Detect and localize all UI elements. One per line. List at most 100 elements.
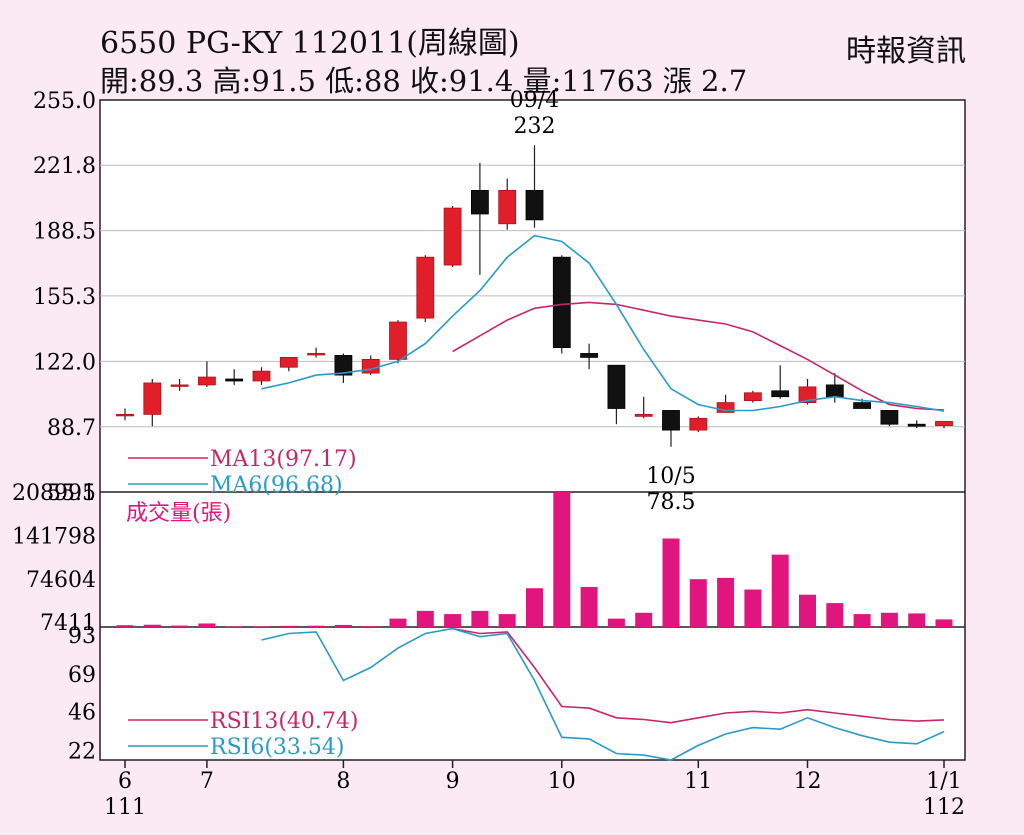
x-tick-label: 10 [548, 769, 576, 794]
volume-bar [280, 625, 298, 627]
candle-body [225, 378, 244, 382]
candle-body [689, 417, 708, 431]
high-date-annotation: 09/4 [510, 88, 559, 113]
volume-bar [853, 614, 871, 627]
volume-tick-label: 208991 [12, 481, 96, 506]
candle-body [197, 376, 216, 386]
volume-bar [607, 618, 625, 627]
volume-bar [662, 538, 680, 627]
volume-bar [416, 610, 434, 627]
price-tick-label: 221.8 [33, 154, 96, 179]
rsi-tick-label: 69 [68, 663, 96, 688]
volume-bar [580, 586, 598, 627]
candle-body [143, 382, 162, 415]
rsi-tick-label: 46 [68, 700, 96, 725]
candle-body [470, 189, 489, 215]
source-label: 時報資訊 [846, 34, 966, 69]
ma-line [452, 301, 945, 411]
chart-title: 6550 PG-KY 112011(周線圖) [100, 26, 520, 61]
volume-bar [389, 618, 407, 627]
x-year-label: 111 [104, 795, 146, 820]
candle-body [880, 410, 899, 425]
ma-line [261, 234, 945, 412]
price-tick-label: 88.7 [47, 416, 96, 441]
candle-body [907, 423, 926, 427]
candle-body [116, 413, 134, 417]
candle-body [279, 357, 298, 368]
volume-bar [116, 625, 134, 627]
x-tick-label: 6 [118, 769, 132, 794]
volume-bar [307, 625, 325, 627]
volume-tick-label: 141798 [12, 524, 96, 549]
candle-body [361, 358, 380, 374]
volume-bar [498, 614, 516, 627]
volume-bar [717, 577, 735, 627]
x-year-label: 112 [923, 795, 965, 820]
volume-bar [880, 612, 898, 627]
ohlc-summary: 開:89.3 高:91.5 低:88 收:91.4 量:11763 漲 2.7 [100, 64, 748, 98]
candle-body [607, 364, 626, 409]
volume-bar [143, 624, 161, 627]
volume-bar [526, 588, 543, 627]
low-date-annotation: 10/5 [646, 464, 695, 489]
volume-bar [198, 623, 216, 627]
x-tick-label: 9 [446, 769, 460, 794]
x-tick-label: 7 [200, 769, 214, 794]
rsi-line [261, 627, 945, 761]
candle-body [744, 392, 762, 402]
x-tick-label: 12 [794, 769, 822, 794]
volume-bar [362, 626, 380, 627]
volume-panel-label: 成交量(張) [126, 501, 231, 526]
candle-body [307, 353, 326, 356]
volume-bar [771, 554, 789, 627]
price-tick-label: 255.0 [33, 89, 96, 114]
volume-bar [744, 589, 762, 627]
volume-bar [253, 626, 270, 627]
candle-body [416, 256, 435, 319]
candle-body [798, 386, 817, 403]
candle-body [662, 410, 680, 431]
x-tick-label: 11 [684, 769, 712, 794]
volume-bar [799, 594, 816, 627]
candle-body [716, 402, 735, 413]
volume-tick-label: 74604 [26, 568, 96, 593]
candle-body [389, 321, 407, 360]
x-tick-label: 8 [336, 769, 350, 794]
candle-body [525, 189, 544, 221]
candle-body [771, 390, 790, 398]
volume-bar [225, 626, 243, 627]
candle-body [334, 355, 353, 376]
candle-body [853, 402, 871, 409]
x-tick-label: 1/1 [926, 769, 961, 794]
rsi-line [452, 627, 945, 724]
candle-body [170, 384, 189, 387]
rsi-tick-label: 93 [68, 624, 96, 649]
rsi-tick-label: 22 [68, 739, 96, 764]
volume-bar [826, 603, 844, 627]
volume-bar [635, 612, 653, 627]
price-tick-label: 55.5 [47, 481, 96, 506]
volume-bar [171, 625, 189, 627]
volume-bar [935, 619, 953, 627]
ma-legend-label: MA6(96.68) [210, 473, 343, 498]
low-value-annotation: 78.5 [647, 490, 696, 515]
volume-tick-label: 7411 [40, 611, 96, 636]
volume-bar [334, 624, 352, 627]
candle-body [935, 421, 953, 426]
candle-body [443, 207, 462, 266]
candle-body [580, 353, 598, 358]
volume-bar [689, 579, 707, 627]
rsi-legend-label: RSI13(40.74) [210, 709, 358, 734]
price-tick-label: 188.5 [33, 220, 96, 245]
candle-body [825, 384, 844, 398]
rsi-legend-label: RSI6(33.54) [210, 735, 344, 760]
volume-bar [553, 492, 571, 627]
price-tick-label: 122.0 [33, 350, 96, 375]
volume-bar [471, 610, 489, 627]
volume-bar [908, 613, 926, 627]
candle-body [252, 370, 271, 382]
candle-body [634, 413, 653, 417]
candle-body [498, 189, 517, 225]
high-value-annotation: 232 [514, 114, 556, 139]
